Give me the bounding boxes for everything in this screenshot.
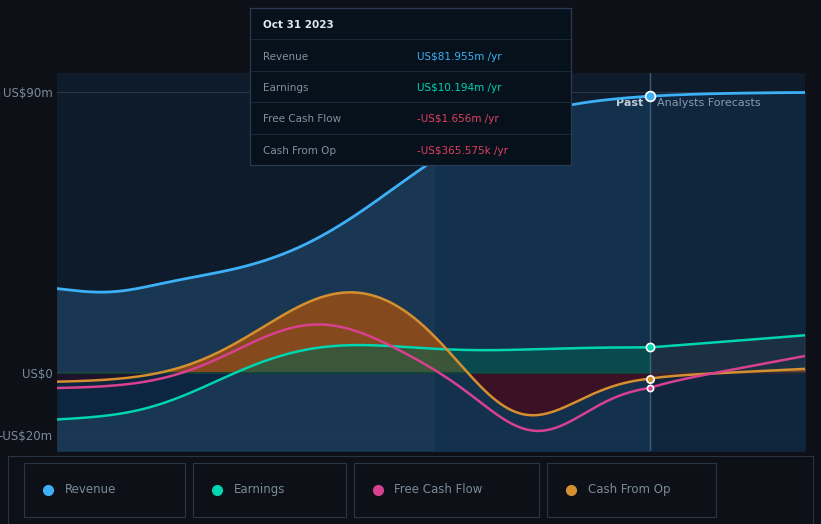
Bar — [25, 463, 186, 517]
Point — [644, 343, 657, 352]
Text: Cash From Op: Cash From Op — [588, 484, 670, 496]
Text: Analysts Forecasts: Analysts Forecasts — [657, 99, 760, 108]
Text: US$10.194m /yr: US$10.194m /yr — [417, 83, 502, 93]
Text: US$81.955m /yr: US$81.955m /yr — [417, 51, 502, 62]
Text: Earnings: Earnings — [233, 484, 285, 496]
Bar — [193, 463, 346, 517]
Text: Free Cash Flow: Free Cash Flow — [264, 114, 342, 125]
Text: Cash From Op: Cash From Op — [264, 146, 337, 156]
Text: Revenue: Revenue — [264, 51, 309, 62]
Text: Oct 31 2023: Oct 31 2023 — [264, 20, 334, 30]
Point — [644, 384, 657, 392]
Text: Revenue: Revenue — [65, 484, 116, 496]
Bar — [354, 463, 539, 517]
Text: -US$1.656m /yr: -US$1.656m /yr — [417, 114, 498, 125]
Bar — [548, 463, 716, 517]
Text: Past: Past — [616, 99, 644, 108]
Text: -US$365.575k /yr: -US$365.575k /yr — [417, 146, 508, 156]
Text: Free Cash Flow: Free Cash Flow — [394, 484, 483, 496]
Point — [644, 375, 657, 383]
Text: Earnings: Earnings — [264, 83, 309, 93]
Point — [644, 92, 657, 101]
